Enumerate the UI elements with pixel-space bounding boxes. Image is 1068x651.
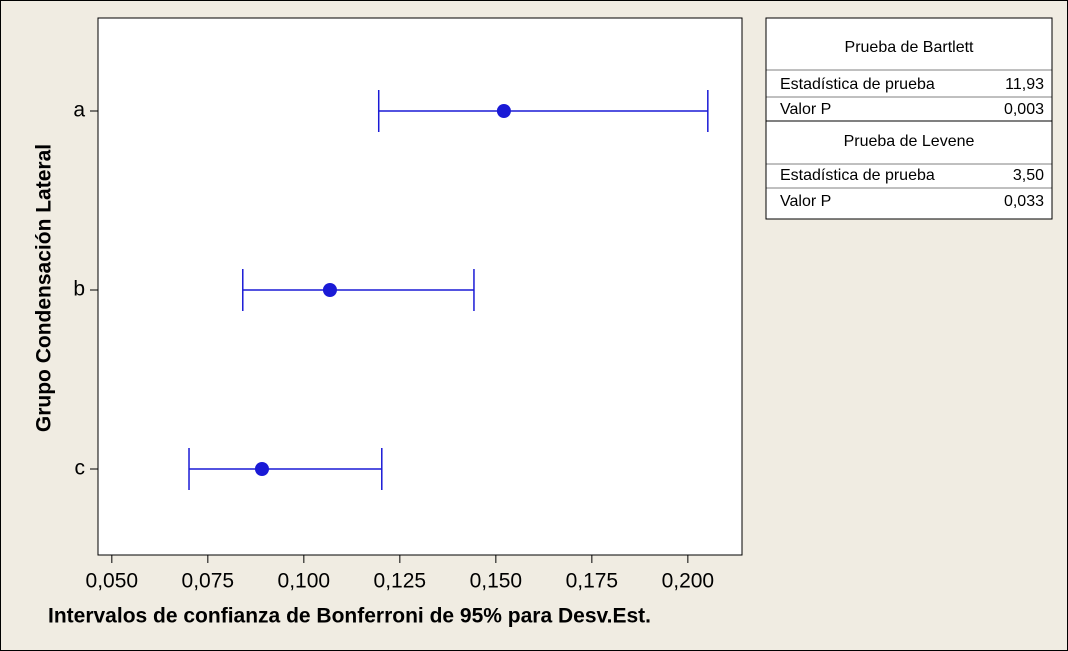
point [496, 104, 511, 118]
x-tick-label: 0,100 [278, 570, 331, 593]
y-axis-label: Grupo Condensación Lateral [33, 144, 56, 432]
y-tick-label: c [75, 457, 86, 480]
test-value: 11,93 [1005, 76, 1044, 93]
x-tick-label: 0,125 [374, 570, 427, 593]
test-value: 3,50 [1013, 167, 1044, 184]
plot-area [97, 17, 743, 556]
x-tick-label: 0,200 [662, 570, 715, 593]
x-axis-label: Intervalos de confianza de Bonferroni de… [48, 605, 651, 628]
x-tick-label: 0,175 [566, 570, 619, 593]
point [322, 283, 337, 297]
point [254, 462, 269, 476]
x-tick-label: 0,150 [470, 570, 523, 593]
test-label: Valor P [780, 101, 831, 118]
x-tick-label: 0,075 [182, 570, 235, 593]
test-label: Valor P [780, 193, 831, 210]
test-box [765, 17, 1053, 220]
y-tick-label: a [73, 99, 85, 122]
test-title: Prueba de Bartlett [845, 39, 975, 56]
test-title: Prueba de Levene [844, 133, 975, 150]
y-tick-label: b [73, 278, 85, 301]
test-label: Estadística de prueba [780, 76, 935, 93]
test-value: 0,033 [1004, 193, 1044, 210]
test-value: 0,003 [1004, 101, 1044, 118]
x-tick-label: 0,050 [86, 570, 139, 593]
test-label: Estadística de prueba [780, 167, 935, 184]
